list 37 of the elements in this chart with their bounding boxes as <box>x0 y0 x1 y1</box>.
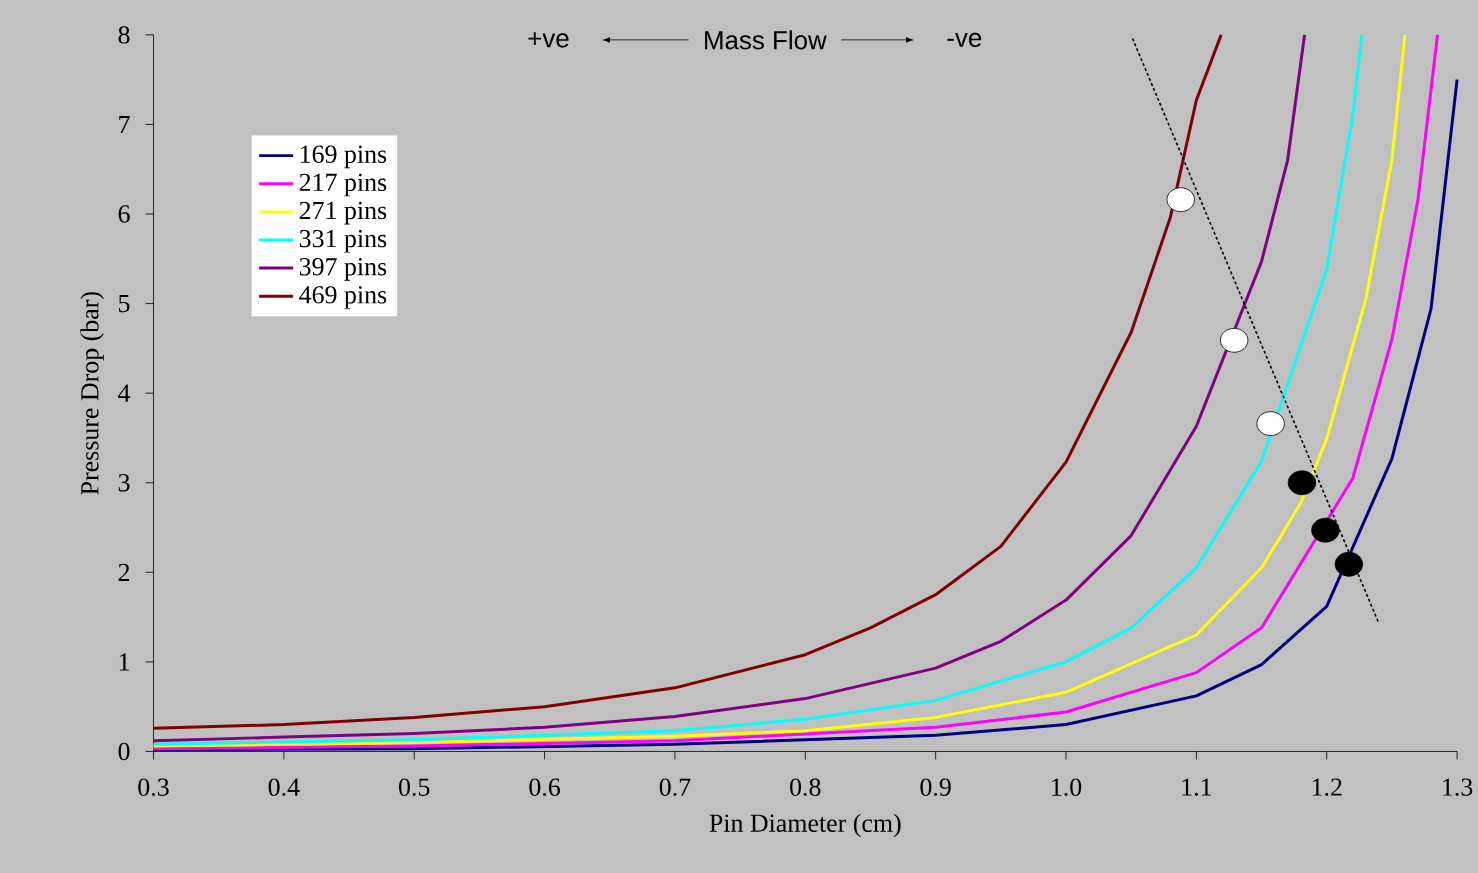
point <box>1256 411 1285 436</box>
annotation: +ve <box>528 32 569 48</box>
x-tick-label: 1.3 <box>1443 778 1473 796</box>
y-tick-label: 0 <box>118 742 130 761</box>
legend-label: 331 pins <box>299 229 387 253</box>
point <box>1334 551 1364 577</box>
y-tick-label: 4 <box>118 384 131 402</box>
point <box>1311 517 1340 543</box>
x-tick-label: 1.2 <box>1312 778 1342 796</box>
legend-label: 469 pins <box>299 286 387 309</box>
x-tick-label: 1.1 <box>1182 778 1212 796</box>
y-axis-title: Pressure Drop (bar) <box>80 292 104 495</box>
point <box>1220 327 1249 353</box>
legend-label: 271 pins <box>299 201 387 225</box>
x-tick-label: 1.0 <box>1052 778 1082 797</box>
annotation: -ve <box>947 32 982 47</box>
annotation: Mass Flow <box>705 30 827 50</box>
y-tick-label: 5 <box>119 294 130 313</box>
x-tick-label: 0.7 <box>659 778 691 797</box>
x-tick-label: 0.3 <box>138 778 169 797</box>
y-tick-label: 1 <box>119 653 129 671</box>
x-tick-label: 0.6 <box>529 778 560 797</box>
y-tick-label: 6 <box>118 205 130 223</box>
x-axis-title: Pin Diameter (cm) <box>709 813 901 838</box>
y-tick-label: 7 <box>119 115 130 133</box>
x-tick-label: 0.4 <box>268 778 300 797</box>
point <box>1166 187 1195 213</box>
y-tick-label: 8 <box>118 26 130 44</box>
y-tick-label: 2 <box>118 563 130 581</box>
point <box>1287 470 1317 496</box>
x-tick-label: 0.5 <box>399 778 430 797</box>
legend-label: 217 pins <box>299 173 387 197</box>
legend-label: 397 pins <box>299 258 387 281</box>
legend-label: 169 pins <box>300 145 387 169</box>
y-tick-label: 3 <box>118 474 130 492</box>
x-tick-label: 0.9 <box>920 778 951 797</box>
x-tick-label: 0.8 <box>790 778 821 797</box>
